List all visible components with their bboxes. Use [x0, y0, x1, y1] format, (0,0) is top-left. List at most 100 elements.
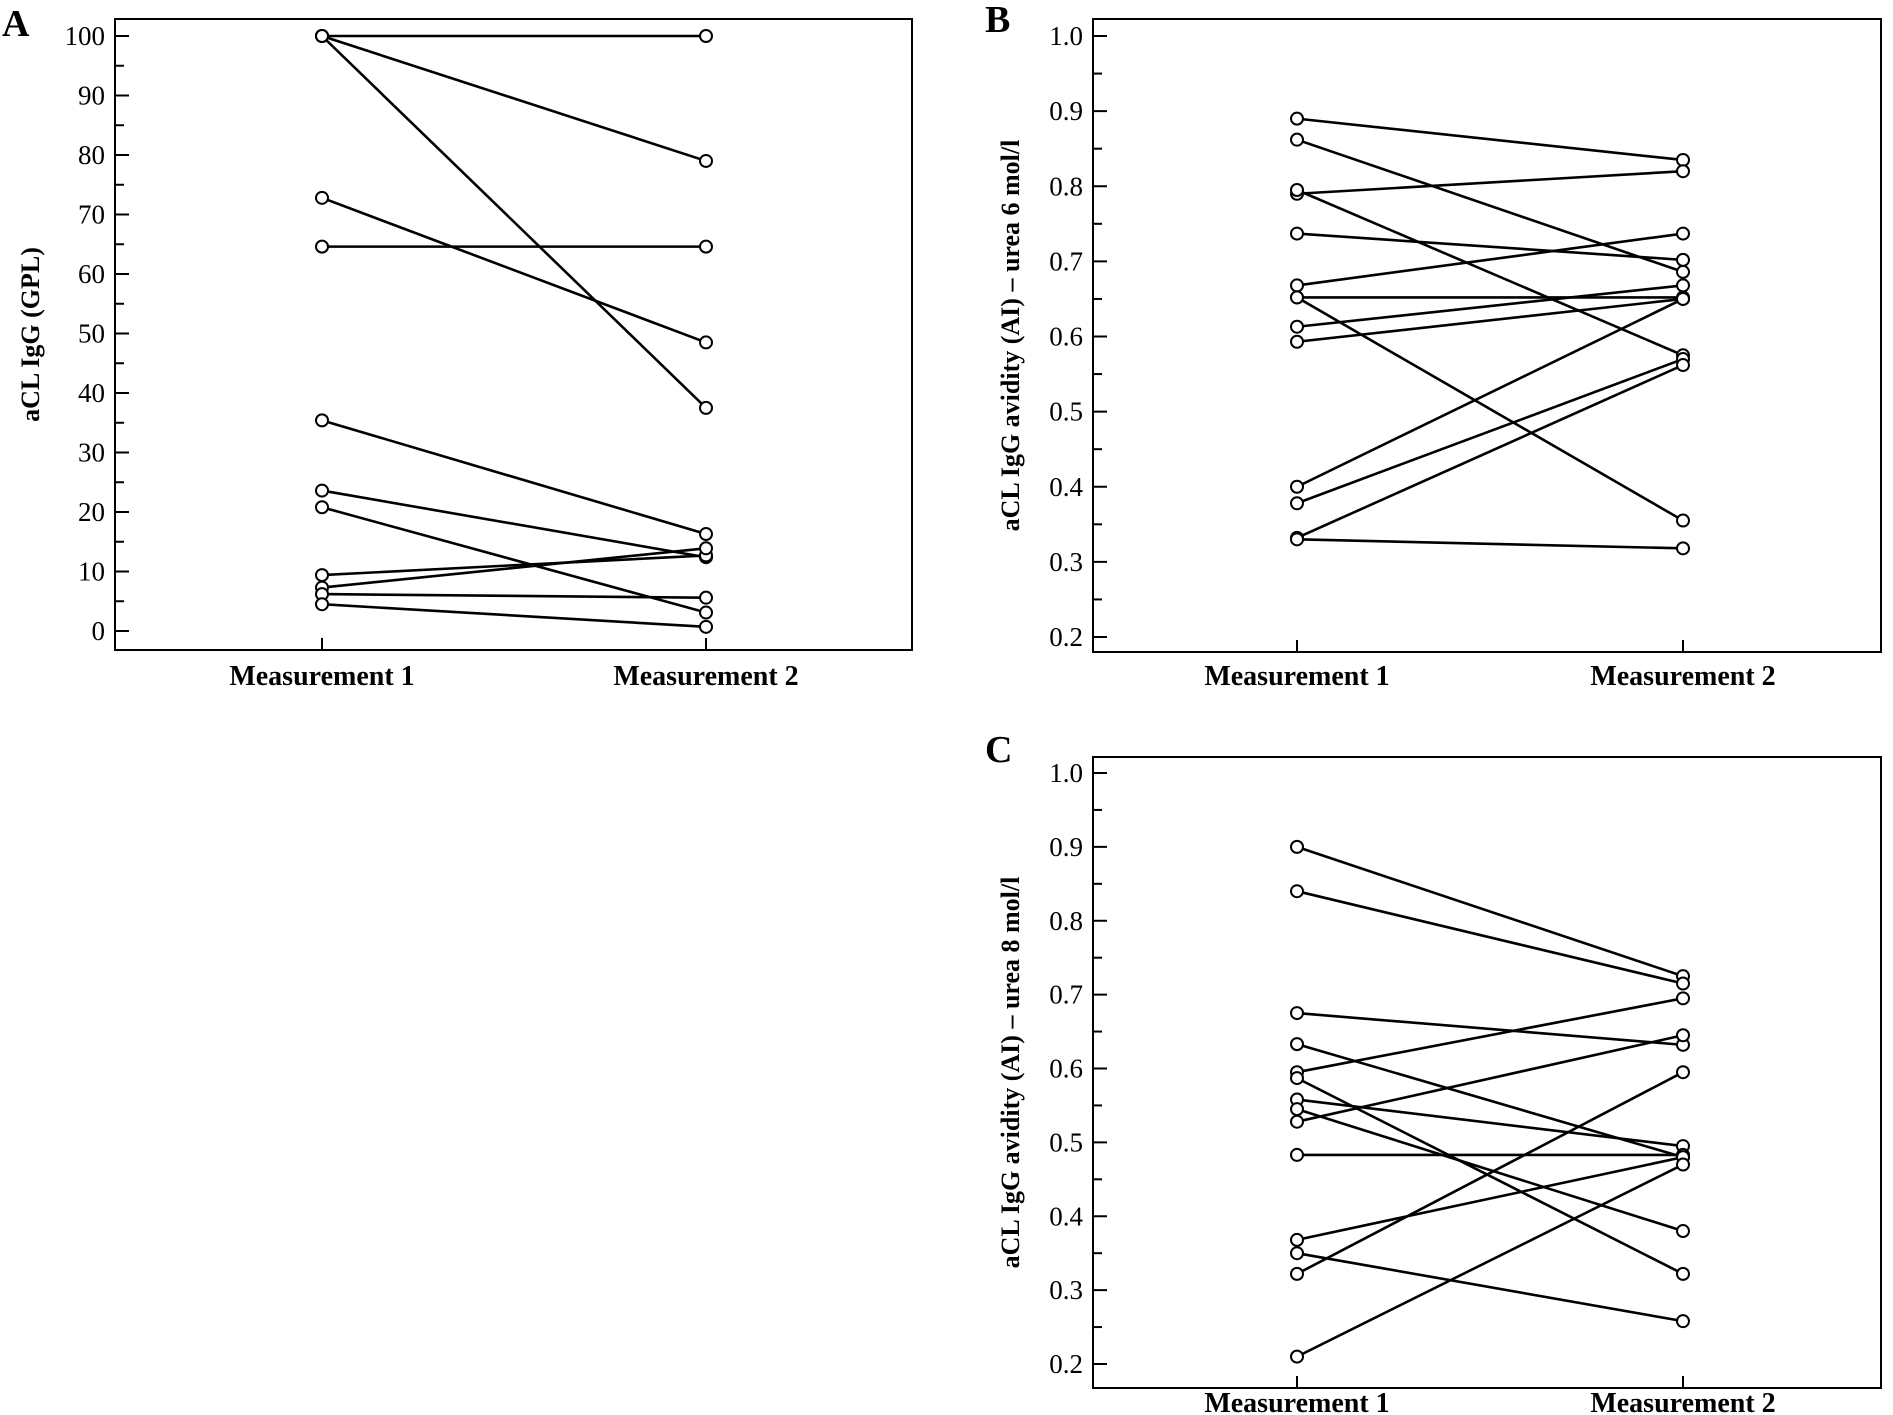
- y-tick-label: 0.7: [1049, 980, 1083, 1010]
- data-point-measurement-1: [315, 190, 329, 205]
- x-tick-label: Measurement 1: [1204, 1388, 1389, 1415]
- x-tick-label: Measurement 2: [613, 661, 798, 692]
- subject-line: [1296, 232, 1684, 287]
- subject-line: [1296, 1163, 1684, 1358]
- subject-line: [1296, 1011, 1684, 1047]
- data-point-measurement-2: [1676, 1224, 1690, 1239]
- data-point-measurement-1: [1290, 278, 1304, 293]
- data-point-measurement-1: [1290, 1246, 1304, 1261]
- x-tick-label: Measurement 2: [1590, 661, 1775, 692]
- y-tick-label: 0.2: [1049, 622, 1083, 652]
- subject-line: [321, 35, 707, 409]
- subject-line: [1296, 169, 1684, 196]
- subject-line: [1296, 889, 1684, 985]
- x-tick-label: Measurement 1: [229, 661, 414, 692]
- y-axis-label: aCL IgG avidity (AI) – urea 6 mol/l: [996, 140, 1025, 532]
- subject-line: [321, 419, 707, 536]
- data-point-measurement-2: [1676, 991, 1690, 1006]
- y-axis-label: aCL IgG (GPL): [16, 247, 45, 422]
- y-tick-label: 0.7: [1049, 246, 1083, 276]
- subject-line: [1296, 188, 1684, 357]
- data-point-measurement-1: [1290, 884, 1304, 899]
- plot-frame: [114, 18, 913, 651]
- data-point-measurement-1: [1290, 132, 1304, 147]
- subject-line: [1296, 1251, 1684, 1323]
- data-point-measurement-2: [1676, 1065, 1690, 1080]
- data-point-measurement-1: [315, 239, 329, 254]
- panel-c: C 0.2 0.3 0.4 0.5 0.6 0.7 0.8 0.9 1.0 aCL IgG avid…: [985, 729, 1882, 1415]
- panel-a: A 0 10 20 30 40 50 60 70 80 90 100 aCL IgG (GPL) Meas…: [2, 3, 913, 692]
- subject-line: [1296, 138, 1684, 274]
- subject-line: [1296, 357, 1684, 505]
- data-point-measurement-1: [1290, 290, 1304, 305]
- y-tick-label: 0.8: [1049, 171, 1083, 201]
- subject-line: [321, 489, 707, 559]
- data-point-measurement-2: [699, 605, 713, 620]
- data-point-measurement-1: [1290, 1266, 1304, 1281]
- y-tick-label: 80: [78, 140, 105, 170]
- data-point-measurement-1: [1290, 334, 1304, 349]
- y-tick-label: 0.3: [1049, 547, 1083, 577]
- panel-label: C: [985, 729, 1012, 771]
- data-point-measurement-1: [1290, 226, 1304, 241]
- data-point-measurement-1: [1290, 1006, 1304, 1021]
- data-point-measurement-1: [315, 29, 329, 43]
- subject-line: [321, 554, 707, 577]
- subject-line: [1296, 538, 1684, 550]
- y-tick-label: 0.9: [1049, 96, 1083, 126]
- y-tick-label: 0.4: [1049, 1201, 1083, 1231]
- data-point-measurement-2: [1676, 226, 1690, 241]
- data-point-measurement-2: [1676, 264, 1690, 279]
- y-tick-label: 10: [78, 557, 105, 587]
- data-point-measurement-1: [1290, 1114, 1304, 1129]
- subject-line: [1296, 117, 1684, 162]
- data-point-measurement-2: [1676, 358, 1690, 373]
- data-point-measurement-2: [699, 590, 713, 605]
- y-tick-label: 60: [78, 259, 105, 289]
- data-point-measurement-2: [699, 400, 713, 415]
- subject-line: [1296, 1076, 1684, 1276]
- data-point-measurement-1: [315, 500, 329, 515]
- data-point-measurement-1: [1290, 1037, 1304, 1052]
- data-point-measurement-1: [1290, 111, 1304, 126]
- subject-line: [321, 592, 707, 599]
- subject-line: [1296, 997, 1684, 1074]
- subject-line: [321, 547, 707, 589]
- data-point-measurement-2: [1676, 1157, 1690, 1172]
- data-point-measurement-2: [699, 153, 713, 168]
- y-tick-label: 0.2: [1049, 1349, 1083, 1379]
- y-tick-label: 0.6: [1049, 322, 1083, 352]
- data-point-measurement-1: [1290, 183, 1304, 198]
- y-tick-label: 20: [78, 497, 105, 527]
- subject-line: [1296, 1071, 1684, 1276]
- data-point-measurement-2: [699, 541, 713, 556]
- data-point-measurement-1: [1290, 1102, 1304, 1117]
- data-point-measurement-1: [1290, 532, 1304, 547]
- subject-line: [321, 34, 707, 163]
- data-point-measurement-2: [1676, 152, 1690, 167]
- data-point-measurement-1: [1290, 496, 1304, 511]
- data-point-measurement-2: [1676, 1266, 1690, 1281]
- data-point-measurement-2: [1676, 541, 1690, 556]
- panel-label: A: [2, 3, 30, 45]
- data-point-measurement-2: [699, 239, 713, 254]
- subject-line: [1296, 845, 1684, 978]
- data-point-measurement-2: [1676, 1028, 1690, 1043]
- y-tick-label: 0: [92, 616, 106, 646]
- data-point-measurement-2: [1676, 164, 1690, 179]
- subject-line: [1296, 1033, 1684, 1123]
- y-tick-label: 0.5: [1049, 397, 1083, 427]
- y-tick-label: 0.9: [1049, 832, 1083, 862]
- subject-line: [1296, 1098, 1684, 1148]
- y-tick-label: 40: [78, 378, 105, 408]
- y-tick-label: 0.6: [1049, 1054, 1083, 1084]
- data-point-measurement-1: [1290, 1349, 1304, 1364]
- y-tick-label: 0.8: [1049, 906, 1083, 936]
- data-point-measurement-1: [1290, 319, 1304, 334]
- data-point-measurement-2: [1676, 252, 1690, 267]
- subject-line: [321, 196, 707, 344]
- y-tick-label: 50: [78, 319, 105, 349]
- panel-b: B 0.2 0.3 0.4 0.5 0.6 0.7 0.8 0.9 1.0 aCL IgG avid…: [985, 0, 1882, 692]
- y-tick-label: 100: [65, 21, 106, 51]
- data-point-measurement-1: [315, 413, 329, 428]
